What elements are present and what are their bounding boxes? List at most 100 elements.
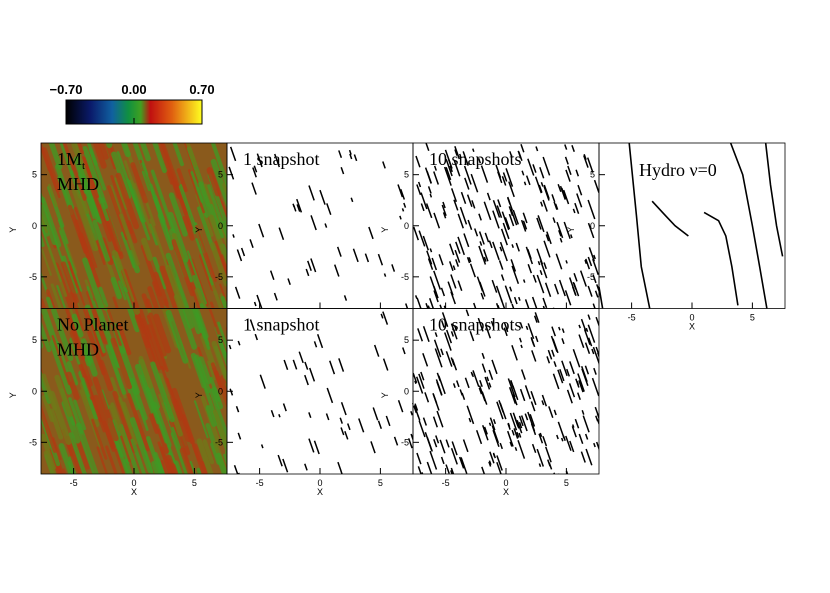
field-streak (96, 446, 109, 474)
x-tick-label: 0 (317, 478, 322, 488)
field-streak (65, 371, 80, 401)
y-tick-label: -5 (401, 272, 409, 282)
streak (326, 203, 332, 216)
streak (542, 435, 548, 447)
field-streak (191, 308, 203, 334)
y-tick-label: -5 (587, 272, 595, 282)
field-streak (10, 373, 18, 395)
field-streak (145, 386, 168, 444)
streak (325, 413, 330, 421)
field-streak (202, 439, 215, 465)
y-tick-label: -5 (215, 272, 223, 282)
field-streak (115, 172, 140, 230)
streak (427, 305, 431, 309)
field-streak (20, 406, 26, 423)
streak (433, 165, 437, 171)
streak (513, 296, 518, 305)
field-streak (115, 251, 135, 302)
streak (338, 150, 343, 159)
field-streak (123, 160, 136, 190)
streak (346, 423, 351, 431)
streak (518, 432, 522, 438)
streak (440, 348, 444, 356)
streak (475, 429, 483, 445)
streak (448, 261, 454, 271)
streak (305, 268, 310, 277)
streak (520, 344, 523, 349)
field-streak (16, 180, 29, 216)
streak (500, 228, 508, 246)
field-streak (153, 313, 172, 354)
field-streak (54, 374, 73, 418)
streak (249, 319, 256, 331)
streak (568, 383, 576, 398)
field-streak (41, 394, 55, 423)
streak (572, 349, 581, 368)
streak (524, 413, 529, 421)
streak (353, 154, 358, 162)
field-streak (12, 330, 29, 377)
streak (553, 409, 557, 416)
streak (283, 359, 289, 370)
streak (558, 229, 562, 237)
field-streak (232, 342, 238, 360)
field-streak (12, 451, 24, 485)
streak (562, 189, 570, 205)
streak (326, 387, 334, 404)
streak (535, 146, 539, 152)
streak (470, 371, 474, 376)
streak (420, 192, 428, 210)
field-streak (207, 184, 224, 224)
panel-title: 1 snapshot (243, 149, 320, 169)
streak (448, 159, 453, 169)
field-streak (209, 388, 227, 443)
streak (426, 250, 433, 265)
streak (578, 380, 584, 393)
streak (569, 440, 575, 453)
streak (564, 144, 568, 150)
field-streak (179, 184, 198, 232)
x-tick-label: 5 (192, 478, 197, 488)
streak (450, 274, 457, 289)
streak (491, 359, 498, 375)
streak (452, 265, 456, 271)
field-streak (225, 296, 227, 302)
field-streak (82, 145, 108, 210)
streak (573, 282, 580, 297)
streak (527, 411, 536, 432)
streak (531, 350, 537, 362)
field-streak (197, 206, 215, 251)
streak (503, 322, 509, 333)
streak (413, 372, 418, 384)
field-streak (41, 233, 43, 241)
field-streak (211, 340, 227, 380)
streak (429, 193, 433, 198)
field-streak (11, 373, 24, 410)
streak (278, 227, 285, 241)
streak (591, 348, 595, 355)
y-tick-label: -5 (215, 437, 223, 447)
field-streak (51, 437, 62, 461)
streak (453, 325, 458, 332)
streak (561, 360, 568, 377)
streak (484, 376, 491, 390)
field-streak (92, 308, 109, 345)
streak (574, 202, 580, 214)
streak (457, 213, 464, 229)
streak (450, 447, 458, 465)
streak (481, 466, 486, 474)
streak (496, 205, 503, 218)
y-tick-label: 5 (32, 335, 37, 345)
streak (517, 150, 522, 159)
streak (519, 322, 524, 329)
field-streak (12, 408, 31, 463)
field-streak (230, 300, 244, 339)
streak (535, 335, 539, 343)
field-streak (159, 446, 173, 474)
streak (541, 400, 545, 406)
field-streak (110, 337, 133, 390)
streak (287, 278, 291, 285)
x-axis-label: X (503, 487, 509, 497)
field-streak (45, 289, 56, 309)
field-streak (159, 265, 179, 309)
